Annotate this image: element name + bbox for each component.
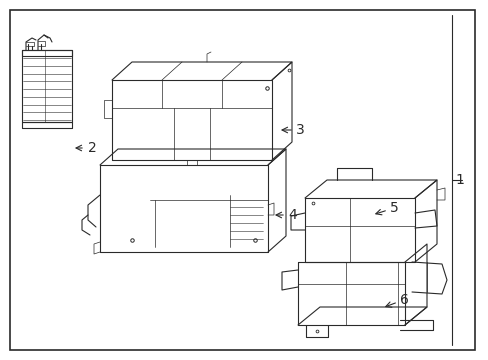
Text: 3: 3 [295,123,304,137]
Text: 1: 1 [455,173,464,187]
Text: 5: 5 [389,201,398,215]
Text: 6: 6 [399,293,408,307]
Text: 2: 2 [88,141,97,155]
Text: 4: 4 [287,208,296,222]
